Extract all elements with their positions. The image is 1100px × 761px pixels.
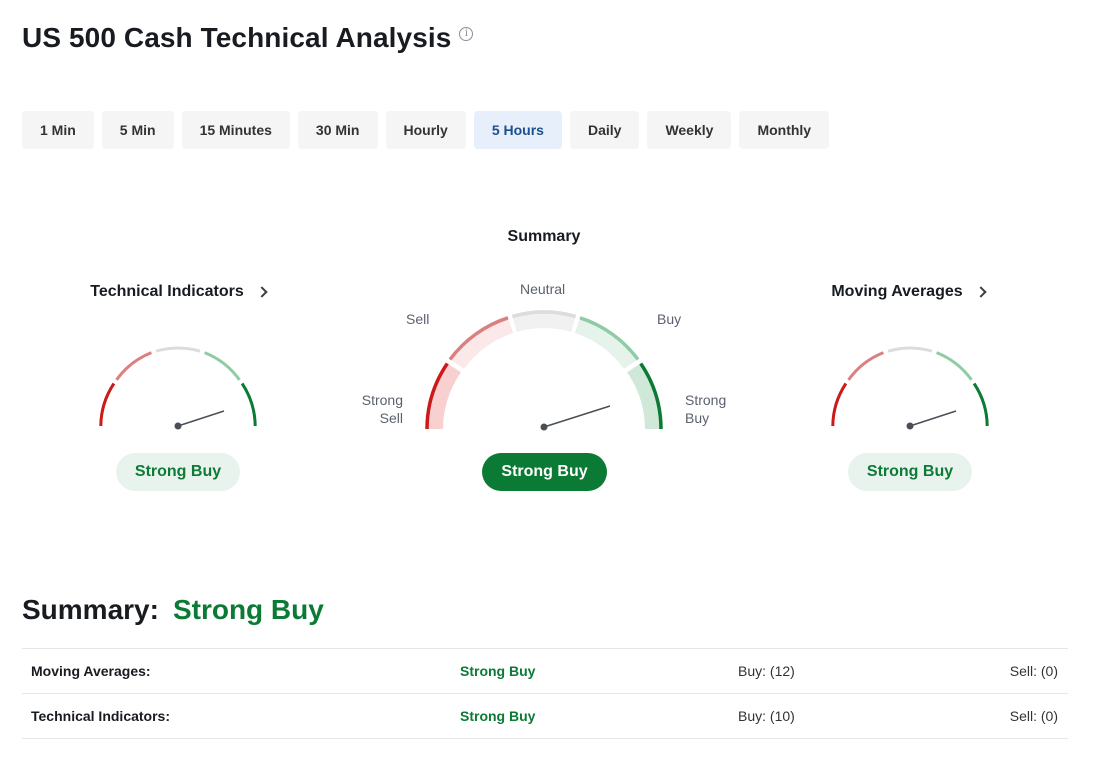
tab-5-min[interactable]: 5 Min: [101, 111, 174, 149]
gauge-needle: [543, 405, 611, 428]
summary-label: Summary:: [22, 594, 159, 625]
gauge-segment-neutral: [511, 310, 577, 319]
row-sell-count: Sell: (0): [1009, 663, 1058, 679]
summary-gauge: [425, 310, 663, 431]
row-buy-count: Buy: (10): [738, 708, 795, 724]
tab-daily[interactable]: Daily: [569, 111, 640, 149]
row-signal: Strong Buy: [460, 708, 536, 724]
technical-indicators-header[interactable]: Technical Indicators: [68, 283, 288, 301]
table-row: Technical Indicators: Strong Buy Buy: (1…: [22, 694, 1068, 739]
tab-15-minutes[interactable]: 15 Minutes: [181, 111, 290, 149]
gauge-segment-strong-buy: [972, 382, 989, 427]
gauge-segment-strong-buy: [240, 382, 257, 427]
gauge-segment-neutral: [887, 346, 933, 353]
gauge-needle: [177, 410, 225, 427]
row-buy-count: Buy: (12): [738, 663, 795, 679]
gauge-segment-strong-buy: [639, 362, 663, 430]
gauge-segment-sell: [847, 351, 884, 381]
label-strong-buy: Strong Buy: [685, 392, 727, 426]
row-name: Moving Averages:: [31, 663, 151, 679]
page-title: US 500 Cash Technical Analysis: [22, 22, 452, 53]
gauge-segment-neutral: [155, 346, 201, 353]
moving-averages-gauge: [831, 346, 989, 430]
tab-weekly[interactable]: Weekly: [647, 111, 732, 149]
fill-strong-sell: [427, 363, 461, 429]
gauge-segment-buy: [936, 351, 973, 381]
label-buy: Buy: [657, 311, 682, 327]
label-sell: Sell: [406, 311, 430, 327]
gauge-segment-sell: [448, 316, 509, 361]
title-row: US 500 Cash Technical Analysis i: [22, 20, 474, 56]
label-neutral: Neutral: [520, 281, 566, 297]
chevron-right-icon: [974, 286, 987, 298]
tab-1-min[interactable]: 1 Min: [22, 111, 94, 149]
gauge-needle-hub: [906, 422, 914, 430]
chevron-right-icon: [256, 286, 268, 298]
technical-indicators-gauge: [99, 346, 257, 430]
moving-averages-header[interactable]: Moving Averages: [808, 283, 1008, 301]
tab-5-hours[interactable]: 5 Hours: [473, 111, 562, 149]
summary-heading: Summary: Strong Buy: [22, 594, 324, 626]
fill-buy: [574, 317, 638, 369]
table-row: Moving Averages: Strong Buy Buy: (12) Se…: [22, 649, 1068, 694]
technical-indicators-title: Technical Indicators: [90, 283, 244, 300]
gauge-segment-sell: [115, 351, 152, 381]
row-sell-count: Sell: (0): [1009, 708, 1058, 724]
summary-value: Strong Buy: [172, 594, 324, 625]
label-strong-sell: Strong Sell: [361, 392, 403, 426]
tab-monthly[interactable]: Monthly: [739, 111, 830, 149]
gauge-needle: [909, 410, 957, 427]
gauge-needle-hub: [540, 423, 548, 431]
gauge-segment-buy: [579, 316, 640, 361]
moving-averages-result: Strong Buy: [848, 453, 972, 491]
moving-averages-title: Moving Averages: [831, 283, 963, 300]
fill-sell: [450, 317, 514, 369]
fill-strong-buy: [627, 363, 661, 429]
tab-30-min[interactable]: 30 Min: [297, 111, 378, 149]
gauge-segment-strong-sell: [831, 382, 848, 427]
gauge-segment-strong-sell: [99, 382, 116, 427]
gauge-segment-strong-sell: [425, 362, 449, 430]
tab-hourly[interactable]: Hourly: [385, 111, 466, 149]
summary-gauge-title: Summary: [507, 228, 581, 245]
info-icon[interactable]: i: [459, 27, 474, 41]
gauge-segment-buy: [204, 351, 241, 381]
summary-gauge-result: Strong Buy: [482, 453, 607, 491]
technical-indicators-result: Strong Buy: [116, 453, 240, 491]
fill-neutral: [512, 312, 576, 332]
row-signal: Strong Buy: [460, 663, 536, 679]
row-name: Technical Indicators:: [31, 708, 170, 724]
summary-table: Moving Averages: Strong Buy Buy: (12) Se…: [22, 648, 1068, 739]
timeframe-tabs: 1 Min 5 Min 15 Minutes 30 Min Hourly 5 H…: [22, 111, 837, 149]
summary-gauge-header: Summary: [444, 228, 644, 246]
gauge-needle-hub: [174, 422, 182, 430]
